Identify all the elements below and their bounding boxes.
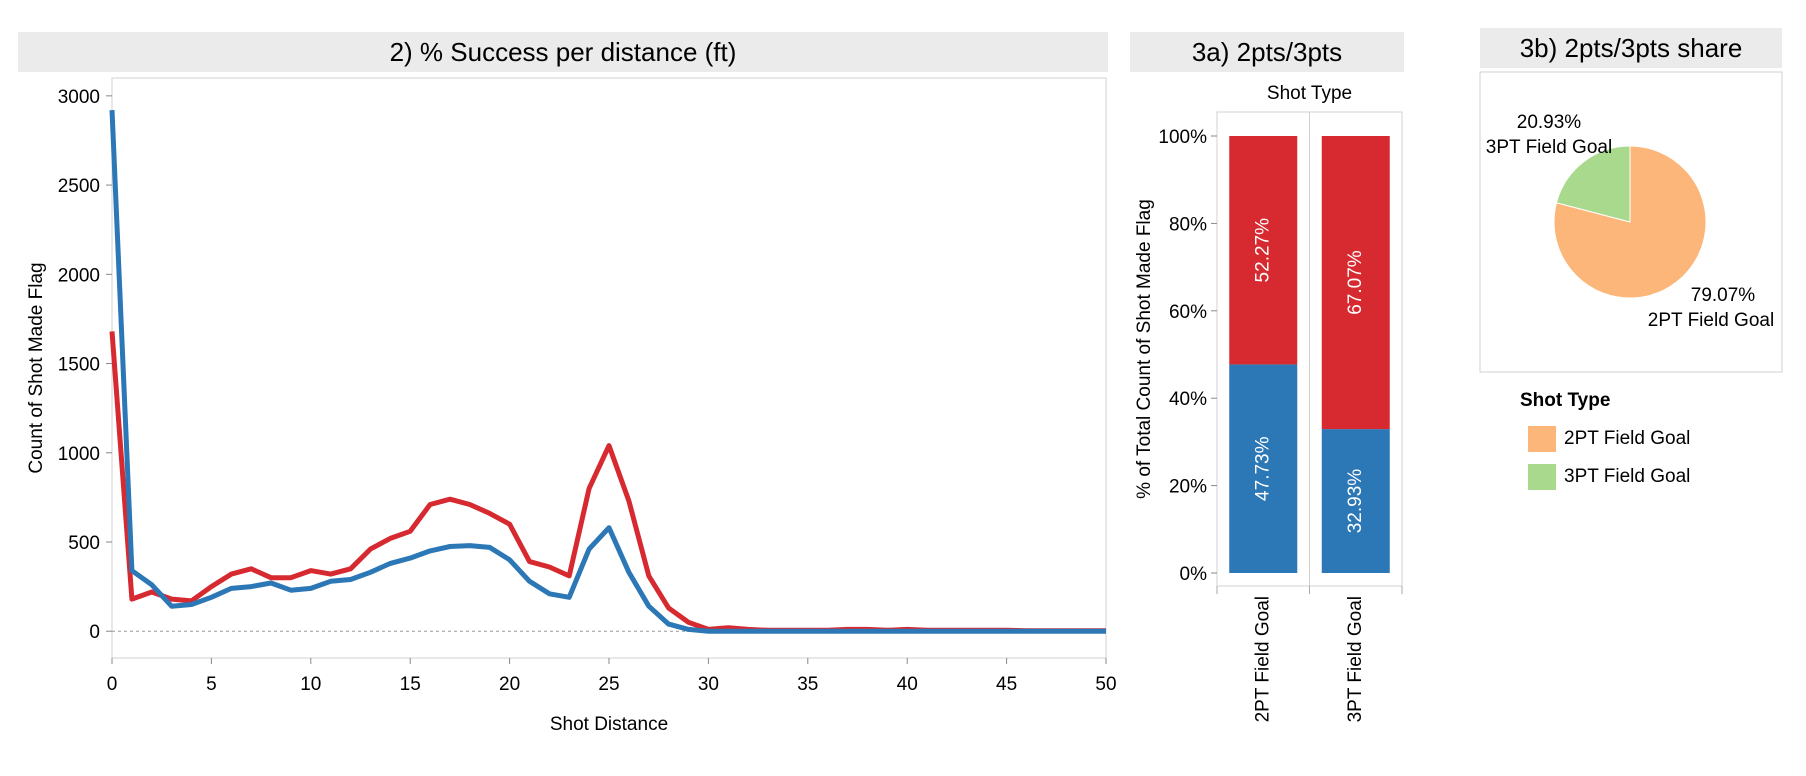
legend-item-2pt[interactable]: 2PT Field Goal xyxy=(1520,420,1690,458)
line-x-axis-label: Shot Distance xyxy=(550,714,668,735)
pie-label-name: 3PT Field Goal xyxy=(1486,137,1612,158)
legend-swatch-2pt xyxy=(1528,426,1556,452)
y-tick-label: 0% xyxy=(1180,564,1208,585)
pie-label-name: 2PT Field Goal xyxy=(1648,310,1774,331)
line-series-made[interactable] xyxy=(109,109,1106,634)
y-tick-label: 60% xyxy=(1169,302,1207,323)
bar-data-label: 32.93% xyxy=(1345,469,1366,534)
legend-title: Shot Type xyxy=(1520,390,1611,411)
pie-legend: Shot Type 2PT Field Goal 3PT Field Goal xyxy=(1520,390,1690,496)
legend-swatch-3pt xyxy=(1528,464,1556,490)
y-tick-label: 2000 xyxy=(58,265,100,286)
y-tick-label: 80% xyxy=(1169,214,1207,235)
legend-label-3pt: 3PT Field Goal xyxy=(1564,466,1691,487)
x-tick-label: 0 xyxy=(107,674,118,695)
y-tick-label: 20% xyxy=(1169,477,1207,498)
bar-data-label: 47.73% xyxy=(1252,436,1273,501)
legend-item-3pt[interactable]: 3PT Field Goal xyxy=(1520,458,1690,496)
y-tick-label: 40% xyxy=(1169,389,1207,410)
bar-segment-made[interactable] xyxy=(1321,429,1390,573)
y-tick-label: 3000 xyxy=(58,87,100,108)
stacked-chart-title: 3a) 2pts/3pts xyxy=(1130,32,1404,72)
x-tick-label: 50 xyxy=(1095,674,1116,695)
line-chart: 0 500 1000 1500 2000 2500 3000 0 5 10 15 20 25 30 35 40… xyxy=(26,77,1117,735)
line-y-axis-label: Count of Shot Made Flag xyxy=(26,262,47,473)
pie-slice[interactable] xyxy=(1555,145,1631,223)
x-tick-label: 45 xyxy=(996,674,1017,695)
x-category-label: 3PT Field Goal xyxy=(1345,596,1366,722)
x-tick-label: 30 xyxy=(698,674,719,695)
x-tick-label: 20 xyxy=(499,674,520,695)
pie-label-pct: 20.93% xyxy=(1517,112,1582,133)
x-tick-label: 25 xyxy=(598,674,619,695)
y-tick-label: 500 xyxy=(68,533,100,554)
pie-frame xyxy=(1479,71,1783,373)
y-tick-label: 100% xyxy=(1158,127,1207,148)
stacked-bar-chart: Shot Type 0% 20% 40% 60% 80% 100% % of Total Co… xyxy=(1134,83,1403,722)
x-tick-label: 5 xyxy=(206,674,217,695)
bar-data-label: 52.27% xyxy=(1252,218,1273,283)
line-chart-title: 2) % Success per distance (ft) xyxy=(18,32,1108,72)
y-tick-label: 0 xyxy=(89,622,100,643)
legend-label-2pt: 2PT Field Goal xyxy=(1564,428,1691,449)
bar-data-label: 67.07% xyxy=(1345,250,1366,315)
pie-chart: 79.07% 2PT Field Goal 20.93% 3PT Field Goal xyxy=(1479,71,1783,373)
y-tick-label: 1000 xyxy=(58,444,100,465)
y-tick-label: 2500 xyxy=(58,176,100,197)
x-tick-label: 15 xyxy=(400,674,421,695)
bar-segment-missed[interactable] xyxy=(1229,136,1298,365)
x-category-label: 2PT Field Goal xyxy=(1252,596,1273,722)
bar-segment-made[interactable] xyxy=(1229,364,1298,573)
bar-y-axis-label: % of Total Count of Shot Made Flag xyxy=(1134,199,1155,499)
x-tick-label: 35 xyxy=(797,674,818,695)
x-tick-label: 40 xyxy=(897,674,918,695)
pie-chart-title: 3b) 2pts/3pts share xyxy=(1480,28,1782,68)
bar-segment-missed[interactable] xyxy=(1321,136,1390,430)
x-tick-label: 10 xyxy=(300,674,321,695)
column-header: Shot Type xyxy=(1267,83,1352,104)
y-tick-label: 1500 xyxy=(58,355,100,376)
pie-label-pct: 79.07% xyxy=(1691,285,1756,306)
